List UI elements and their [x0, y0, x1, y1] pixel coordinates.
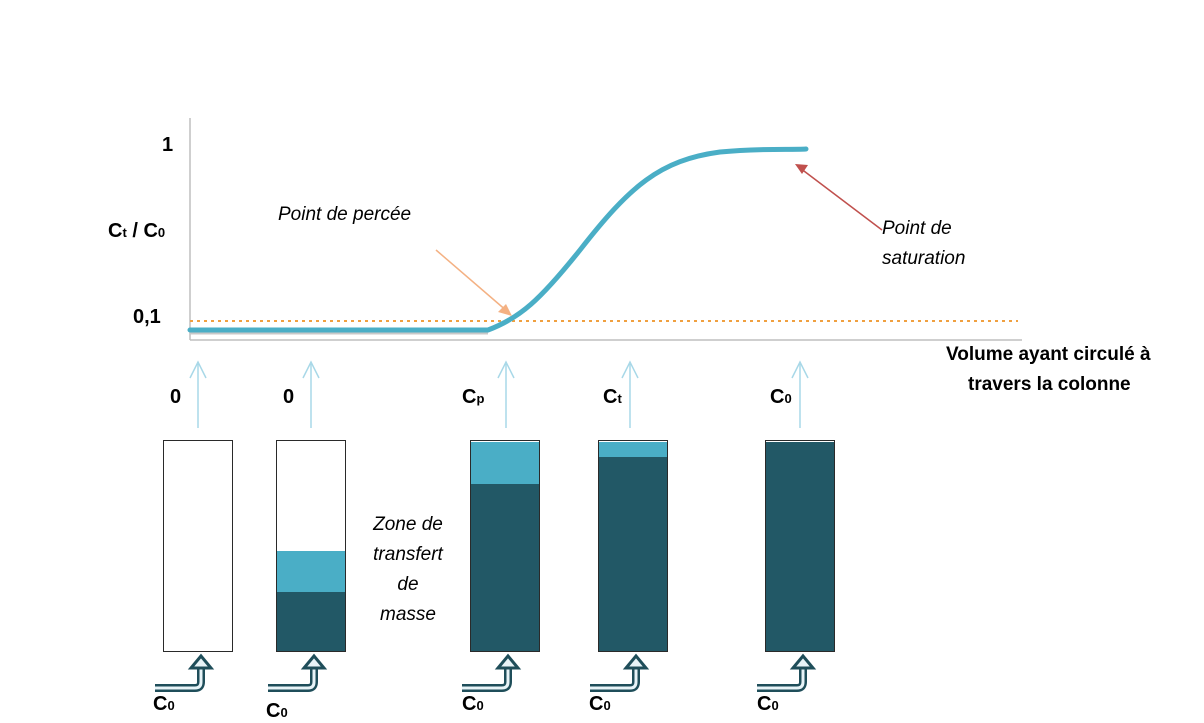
inlet-label-main: C	[153, 693, 168, 715]
saturation-arrow	[799, 167, 883, 231]
saturation-point-label-line1: Point de	[882, 218, 952, 239]
column-3	[470, 440, 540, 652]
inlet-arrows	[155, 653, 817, 692]
inlet-label-main: C	[589, 693, 604, 715]
zone-label-line: Zone de	[373, 514, 443, 535]
mass-transfer-zone	[277, 550, 345, 593]
outlet-label-main: 0	[170, 386, 182, 408]
up-arrows	[189, 360, 809, 428]
saturation-arrowhead	[795, 164, 808, 174]
saturated-zone	[471, 483, 539, 651]
outlet-label-main: C	[603, 386, 618, 408]
saturation-point-label-line2: saturation	[882, 248, 966, 269]
inlet-arrowhead	[494, 653, 522, 670]
inlet-arrowhead	[622, 653, 650, 670]
inlet-label-sub: 0	[771, 698, 779, 713]
breakthrough-curve	[187, 146, 809, 333]
column-outlet-label: Cp	[462, 386, 484, 409]
column-1	[163, 440, 233, 652]
outlet-label-main: C	[770, 386, 785, 408]
column-inlet-label: C0	[462, 693, 484, 716]
inlet-label-main: C	[266, 700, 281, 722]
column-2	[276, 440, 346, 652]
column-4	[598, 440, 668, 652]
inlet-label-main: C	[462, 693, 477, 715]
mass-transfer-zone	[471, 442, 539, 484]
inlet-arrowhead	[300, 653, 328, 670]
column-outlet-label: 0	[283, 386, 294, 409]
column-outlet-label: C0	[770, 386, 792, 409]
breakthrough-point-label: Point de percée	[278, 204, 412, 225]
x-axis-label-line2: travers la colonne	[968, 374, 1131, 395]
column-inlet-label: C0	[589, 693, 611, 716]
outlet-label-sub: p	[476, 391, 485, 406]
column-5	[765, 440, 835, 652]
outlet-label-sub: 0	[784, 391, 792, 406]
column-inlet-label: C0	[153, 693, 175, 716]
breakthrough-arrow	[435, 249, 509, 313]
mass-transfer-zone-label: Zone de transfert de masse	[358, 510, 458, 630]
inlet-label-sub: 0	[167, 698, 175, 713]
mass-transfer-zone	[599, 442, 667, 457]
saturated-zone	[766, 442, 834, 651]
column-outlet-label: 0	[170, 386, 181, 409]
outlet-label-main: C	[462, 386, 477, 408]
outlet-label-sub: t	[617, 391, 622, 406]
inlet-arrow-highlight	[757, 666, 805, 690]
column-inlet-label: C0	[266, 700, 288, 723]
saturated-zone	[599, 456, 667, 651]
inlet-label-sub: 0	[280, 705, 288, 720]
tick-label-0-1: 0,1	[133, 306, 161, 328]
outlet-label-main: 0	[283, 386, 295, 408]
tick-label-1: 1	[162, 134, 174, 156]
zone-label-line: de	[397, 574, 419, 595]
inlet-label-sub: 0	[603, 698, 611, 713]
zone-label-line: masse	[380, 604, 436, 625]
inlet-arrow-highlight	[462, 666, 510, 690]
zone-label-line: transfert	[373, 544, 443, 565]
inlet-arrow-highlight	[155, 666, 203, 690]
column-inlet-label: C0	[757, 693, 779, 716]
breakthrough-arrowhead	[498, 304, 512, 316]
inlet-arrowhead	[789, 653, 817, 670]
inlet-label-sub: 0	[476, 698, 484, 713]
inlet-arrowhead	[187, 653, 215, 670]
column-outlet-label: Ct	[603, 386, 622, 409]
saturated-zone	[277, 592, 345, 651]
inlet-arrow-highlight	[268, 666, 316, 690]
inlet-arrow-highlight	[590, 666, 638, 690]
y-axis-label: Ct / C0	[108, 220, 166, 242]
x-axis-label-line1: Volume ayant circulé à	[946, 344, 1151, 365]
inlet-label-main: C	[757, 693, 772, 715]
